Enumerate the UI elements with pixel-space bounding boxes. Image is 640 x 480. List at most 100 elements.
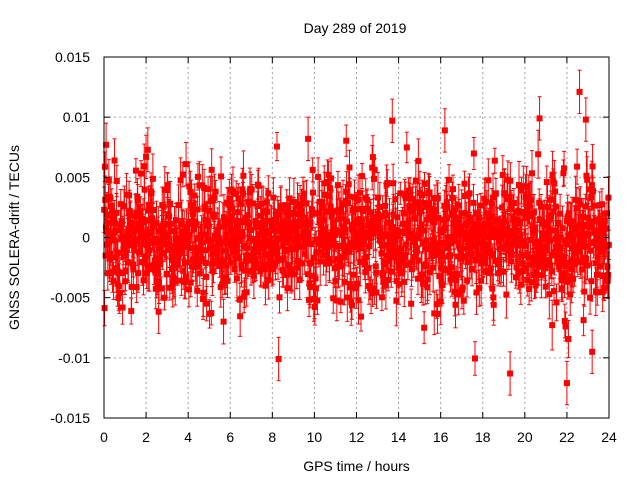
data-point (549, 171, 556, 178)
data-point (299, 195, 306, 202)
data-point (237, 200, 244, 207)
data-point (370, 214, 377, 221)
data-point (522, 242, 529, 249)
data-point (276, 235, 283, 242)
data-point (248, 186, 255, 193)
data-point (345, 199, 352, 206)
data-point (438, 278, 445, 285)
data-point (346, 193, 353, 200)
data-point (434, 310, 441, 317)
data-point (462, 253, 469, 260)
data-point (301, 190, 308, 197)
data-point (490, 301, 497, 308)
data-point (501, 190, 508, 197)
data-point (420, 199, 427, 206)
data-point (382, 282, 389, 289)
data-point (200, 289, 207, 296)
data-point (407, 190, 414, 197)
data-point (481, 220, 488, 227)
data-point (524, 251, 531, 258)
data-point (412, 177, 419, 184)
data-point (547, 262, 554, 269)
data-point (248, 226, 255, 233)
data-point (344, 242, 351, 249)
data-point (199, 239, 206, 246)
data-point (261, 266, 268, 273)
data-point (105, 177, 112, 184)
data-point (119, 304, 126, 311)
data-point (474, 210, 481, 217)
data-point (368, 226, 375, 233)
data-point (380, 278, 387, 285)
data-point (220, 318, 227, 325)
data-point (306, 280, 313, 287)
data-point (252, 217, 259, 224)
data-point (346, 164, 353, 171)
data-point (528, 212, 535, 219)
data-point (330, 295, 337, 302)
data-point (366, 233, 373, 240)
data-point (369, 154, 376, 161)
data-point (172, 278, 179, 285)
data-point (431, 310, 438, 317)
data-point (400, 210, 407, 217)
data-point (464, 259, 471, 266)
data-point (361, 261, 368, 268)
data-point (403, 144, 410, 151)
data-point (163, 231, 170, 238)
data-point (451, 288, 458, 295)
data-point (500, 268, 507, 275)
data-point (113, 265, 120, 272)
data-point (404, 223, 411, 230)
data-point (460, 297, 467, 304)
data-point (436, 273, 443, 280)
data-point (103, 241, 110, 248)
data-point (245, 252, 252, 259)
data-point (470, 199, 477, 206)
data-point (343, 218, 350, 225)
data-point (471, 355, 478, 362)
data-point (120, 236, 127, 243)
data-point (383, 212, 390, 219)
data-point (135, 270, 142, 277)
data-point (498, 244, 505, 251)
data-point (518, 187, 525, 194)
data-point (422, 279, 429, 286)
data-point (485, 177, 492, 184)
data-point (147, 230, 154, 237)
data-point (389, 224, 396, 231)
data-point (144, 146, 151, 153)
data-point (150, 262, 157, 269)
data-point (285, 262, 292, 269)
data-point (231, 217, 238, 224)
data-point (408, 266, 415, 273)
data-point (194, 287, 201, 294)
data-point (356, 189, 363, 196)
data-point (455, 291, 462, 298)
data-point (154, 270, 161, 277)
data-point (307, 259, 314, 266)
data-point (381, 261, 388, 268)
data-point (132, 167, 139, 174)
data-point (351, 194, 358, 201)
data-point (323, 208, 330, 215)
data-point (126, 232, 133, 239)
data-point (465, 218, 472, 225)
data-point (528, 279, 535, 286)
data-point (549, 322, 556, 329)
data-point (187, 279, 194, 286)
data-point (363, 230, 370, 237)
data-point (273, 219, 280, 226)
data-point (516, 182, 523, 189)
data-point (341, 254, 348, 261)
data-point (116, 270, 123, 277)
data-point (226, 219, 233, 226)
data-point (531, 272, 538, 279)
data-point (542, 283, 549, 290)
data-point (442, 224, 449, 231)
data-point (183, 273, 190, 280)
data-point (457, 226, 464, 233)
data-point (470, 237, 477, 244)
data-point (414, 234, 421, 241)
data-point (297, 204, 304, 211)
